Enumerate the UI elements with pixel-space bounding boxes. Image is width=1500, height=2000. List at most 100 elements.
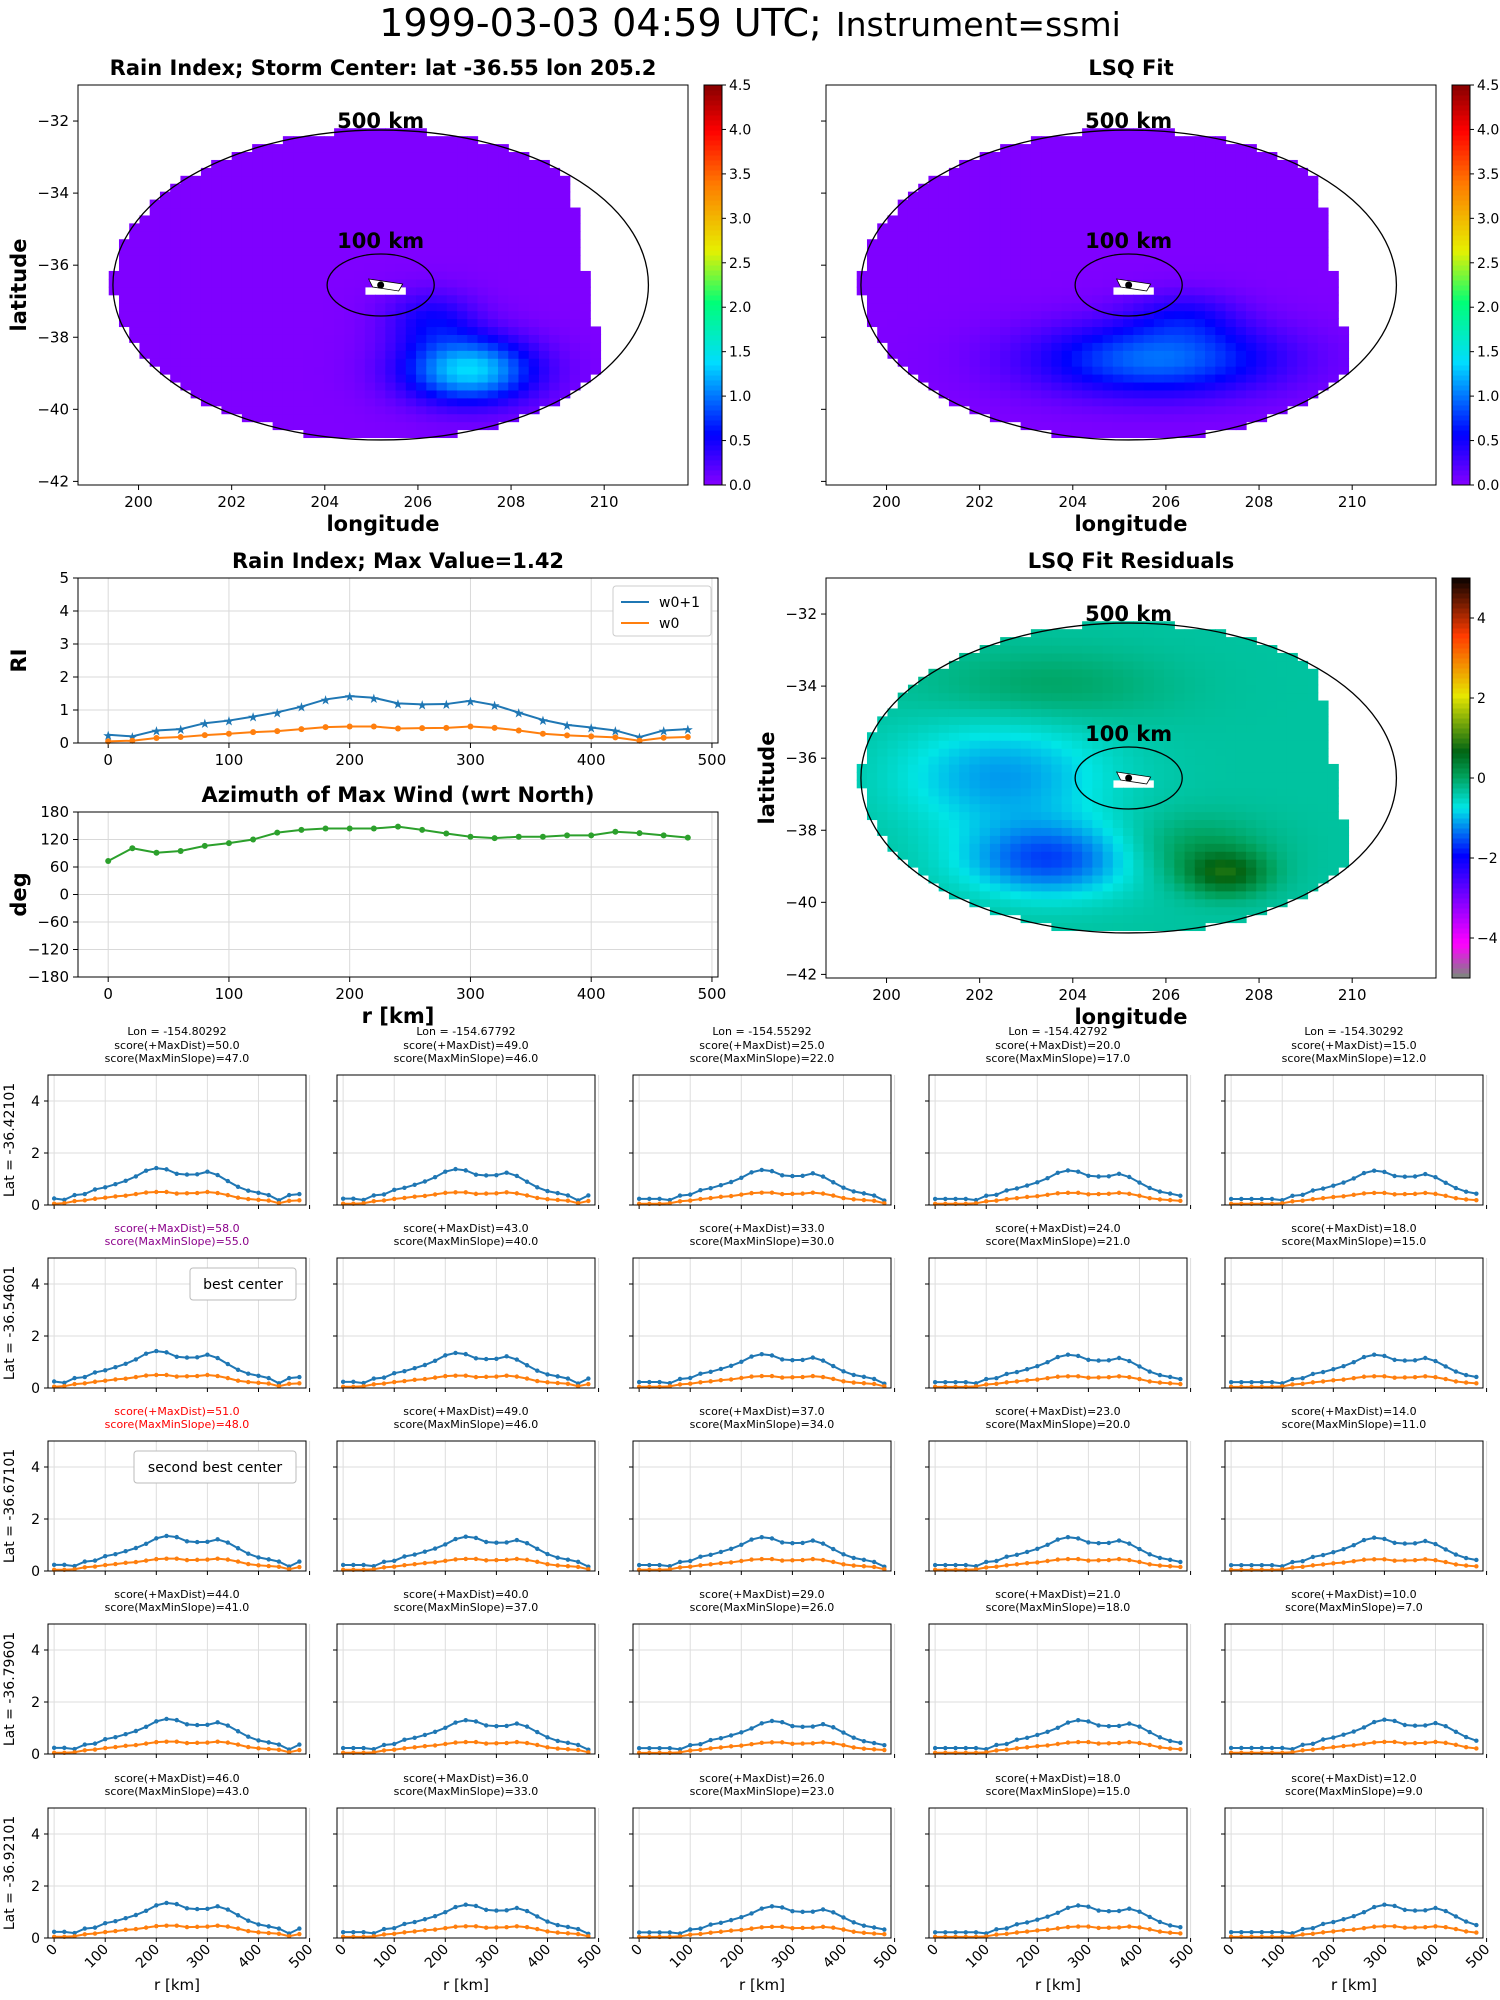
x-tick-label: 200 xyxy=(124,493,153,511)
data-point xyxy=(463,1373,468,1378)
colorbar-tick-label: −4 xyxy=(1477,931,1498,947)
data-point xyxy=(524,1724,530,1729)
data-point xyxy=(612,734,619,741)
data-point xyxy=(82,1374,87,1380)
data-point xyxy=(1035,1546,1040,1552)
panel-score-maxminslope: score(MaxMinSlope)=40.0 xyxy=(394,1235,539,1248)
axes-frame xyxy=(1224,1807,1484,1939)
data-point xyxy=(810,1538,816,1543)
data-point xyxy=(535,1195,540,1201)
panel-lon-label: Lon = -154.42792 xyxy=(1008,1025,1107,1038)
data-point xyxy=(194,1557,200,1563)
data-point xyxy=(1423,1374,1428,1379)
data-point xyxy=(154,1372,159,1378)
data-point xyxy=(1310,1188,1316,1193)
data-point xyxy=(113,1744,118,1750)
storm-center-dot xyxy=(1125,774,1133,782)
data-point xyxy=(1178,1740,1183,1746)
data-point xyxy=(1157,1372,1163,1378)
x-tick-label: 100 xyxy=(215,751,244,769)
axes-frame xyxy=(47,1257,307,1389)
data-point xyxy=(1402,1925,1408,1930)
data-point xyxy=(105,858,112,865)
data-point: ★ xyxy=(271,706,283,721)
colorbar-tick-label: 0 xyxy=(1477,771,1486,787)
data-point xyxy=(1055,1170,1060,1176)
data-point xyxy=(103,1553,108,1559)
data-point xyxy=(235,1367,241,1373)
data-point xyxy=(246,1551,251,1556)
y-tick-label: 0 xyxy=(59,886,69,904)
data-point xyxy=(1412,1191,1418,1197)
data-point xyxy=(143,1741,149,1746)
data-point xyxy=(274,829,281,836)
panel-lon-label: Lon = -154.67792 xyxy=(416,1025,515,1038)
data-point xyxy=(800,1374,805,1380)
data-point xyxy=(1086,1558,1091,1563)
data-point xyxy=(718,1183,724,1188)
data-point xyxy=(1463,1555,1469,1561)
data-point xyxy=(759,1906,764,1911)
data-point xyxy=(1065,1740,1071,1745)
colorbar-tick-label: 0.5 xyxy=(729,434,751,450)
data-point xyxy=(1106,1540,1112,1546)
data-point xyxy=(820,1907,826,1912)
data-point xyxy=(129,737,136,744)
data-point xyxy=(361,1745,366,1751)
data-point xyxy=(443,1925,448,1931)
panel-xlabel: r [km] xyxy=(739,1976,785,1994)
x-tick-label: 206 xyxy=(1152,986,1181,1004)
data-point xyxy=(861,1381,867,1386)
data-point xyxy=(1167,1557,1173,1563)
data-point xyxy=(1045,1743,1050,1748)
data-point xyxy=(1127,1557,1132,1563)
data-point xyxy=(1147,1562,1152,1567)
data-point xyxy=(1249,1379,1254,1385)
panel-xlabel: r [km] xyxy=(443,1976,489,1994)
data-point xyxy=(1351,1375,1356,1381)
data-point xyxy=(473,1556,479,1562)
data-point: ★ xyxy=(513,707,525,722)
data-point xyxy=(588,733,595,740)
data-point xyxy=(467,723,474,730)
data-point xyxy=(473,1719,479,1724)
data-point xyxy=(143,1373,149,1378)
axes-frame xyxy=(928,1257,1188,1389)
data-point xyxy=(1453,1185,1459,1191)
data-point xyxy=(1402,1558,1408,1563)
data-point xyxy=(453,1557,458,1562)
y-tick-label: 2 xyxy=(31,1512,40,1528)
data-point xyxy=(250,729,257,736)
x-tick-label: 208 xyxy=(497,493,526,511)
panel-annotation-box xyxy=(133,1450,297,1484)
data-point xyxy=(154,1923,159,1929)
data-point xyxy=(1371,1719,1377,1725)
data-point xyxy=(820,1174,826,1179)
data-point xyxy=(504,1354,509,1359)
data-point xyxy=(1178,1925,1183,1930)
data-point xyxy=(1228,1379,1234,1385)
data-point xyxy=(769,1168,775,1174)
data-point xyxy=(1096,1908,1101,1913)
data-point xyxy=(1096,1540,1101,1546)
data-point xyxy=(1433,1191,1438,1197)
data-point xyxy=(973,1201,979,1206)
data-point xyxy=(432,1729,438,1735)
data-point xyxy=(1320,1196,1326,1201)
data-point xyxy=(72,1563,77,1569)
data-point xyxy=(545,1562,550,1567)
data-point xyxy=(103,1185,108,1190)
data-point xyxy=(246,1188,251,1193)
y-tick-label: 4 xyxy=(31,1643,40,1659)
data-point xyxy=(1382,1739,1387,1745)
data-point xyxy=(1290,1193,1295,1199)
data-point xyxy=(647,1196,652,1202)
data-point xyxy=(371,1747,376,1752)
data-point xyxy=(225,1375,231,1381)
colorbar-tick-label: 2.5 xyxy=(1477,256,1499,272)
data-point xyxy=(256,1738,261,1743)
data-point xyxy=(483,1558,489,1563)
data-point xyxy=(205,1372,210,1378)
